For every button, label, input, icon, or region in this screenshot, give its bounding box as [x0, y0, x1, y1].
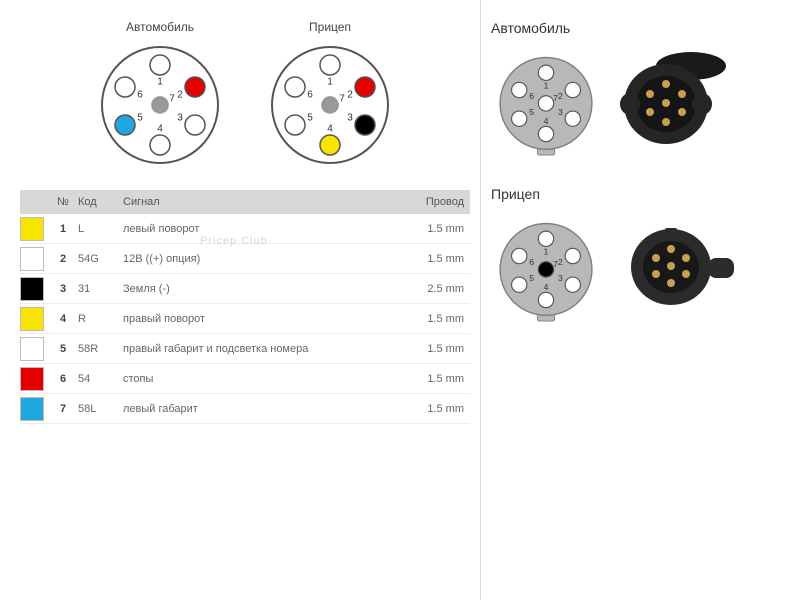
- svg-text:2: 2: [347, 90, 353, 101]
- svg-text:6: 6: [137, 90, 143, 101]
- svg-text:5: 5: [529, 107, 534, 117]
- svg-text:2: 2: [558, 257, 563, 267]
- car-diagram-block: Автомобиль 1 2 3 4 5 6 7: [95, 20, 225, 170]
- car-socket-schematic: 12 345 6 7: [491, 46, 601, 156]
- svg-text:6: 6: [307, 90, 313, 101]
- svg-text:5: 5: [529, 273, 534, 283]
- row-wire: 1.5 mm: [410, 223, 470, 235]
- row-wire: 2.5 mm: [410, 283, 470, 295]
- color-swatch: [20, 217, 44, 241]
- row-code: L: [78, 223, 123, 235]
- svg-text:6: 6: [529, 91, 534, 101]
- row-num: 6: [48, 373, 78, 385]
- row-code: 54: [78, 373, 123, 385]
- row-signal: правый поворот: [123, 313, 410, 325]
- svg-text:3: 3: [558, 107, 563, 117]
- color-swatch: [20, 367, 44, 391]
- svg-text:4: 4: [327, 124, 333, 135]
- trailer-diagram-block: Прицеп 1 2 3 4 5 6 7: [265, 20, 395, 170]
- table-row: 331Земля (-)2.5 mm: [20, 274, 470, 304]
- row-code: 54G: [78, 253, 123, 265]
- table-row: 758Lлевый габарит1.5 mm: [20, 394, 470, 424]
- header-code: Код: [78, 196, 123, 208]
- row-wire: 1.5 mm: [410, 373, 470, 385]
- svg-text:3: 3: [558, 273, 563, 283]
- row-signal: стопы: [123, 373, 410, 385]
- table-header-row: № Код Сигнал Провод: [20, 190, 470, 214]
- right-panel: Автомобиль 1234567: [480, 0, 800, 600]
- row-code: 58L: [78, 403, 123, 415]
- svg-text:7: 7: [553, 259, 558, 269]
- svg-text:2: 2: [558, 91, 563, 101]
- header-wire: Провод: [410, 196, 470, 208]
- svg-text:3: 3: [177, 113, 183, 124]
- header-num: №: [48, 196, 78, 208]
- trailer-plug-schematic: 12 345 6 7: [491, 212, 601, 322]
- row-wire: 1.5 mm: [410, 313, 470, 325]
- row-signal: левый поворот: [123, 223, 410, 235]
- svg-text:1: 1: [544, 80, 549, 90]
- row-wire: 1.5 mm: [410, 343, 470, 355]
- svg-text:2: 2: [177, 90, 183, 101]
- color-swatch: [20, 397, 44, 421]
- svg-text:4: 4: [544, 282, 549, 292]
- svg-text:1: 1: [327, 77, 333, 88]
- row-num: 5: [48, 343, 78, 355]
- svg-text:4: 4: [544, 116, 549, 126]
- header-signal: Сигнал: [123, 196, 410, 208]
- socket-photo: [616, 46, 736, 156]
- car-diagram-title: Автомобиль: [95, 20, 225, 34]
- row-code: 31: [78, 283, 123, 295]
- table-row: 254G12B ((+) опция)1.5 mm: [20, 244, 470, 274]
- trailer-connector-diagram: 1 2 3 4 5 6 7: [265, 40, 395, 170]
- row-signal: левый габарит: [123, 403, 410, 415]
- watermark-text: Pricep Club: [200, 235, 268, 247]
- svg-text:7: 7: [553, 93, 558, 103]
- row-num: 1: [48, 223, 78, 235]
- row-num: 3: [48, 283, 78, 295]
- top-diagrams-row: Автомобиль 1 2 3 4 5 6 7 Прицеп 1 2 3 4 5 6 7: [20, 20, 470, 170]
- row-num: 7: [48, 403, 78, 415]
- row-code: 58R: [78, 343, 123, 355]
- svg-text:4: 4: [157, 124, 163, 135]
- svg-text:1: 1: [544, 246, 549, 256]
- svg-text:5: 5: [307, 113, 313, 124]
- table-row: 4Rправый поворот1.5 mm: [20, 304, 470, 334]
- row-num: 2: [48, 253, 78, 265]
- main-container: Автомобиль 1234567 Прицеп 1234567 Pricep…: [0, 0, 800, 600]
- row-wire: 1.5 mm: [410, 403, 470, 415]
- row-signal: Земля (-): [123, 283, 410, 295]
- svg-text:7: 7: [339, 94, 345, 105]
- table-row: 654стопы1.5 mm: [20, 364, 470, 394]
- row-code: R: [78, 313, 123, 325]
- row-num: 4: [48, 313, 78, 325]
- right-car-block: Автомобиль 12 345 6 7: [491, 20, 790, 156]
- svg-text:6: 6: [529, 257, 534, 267]
- car-connector-diagram: 1 2 3 4 5 6 7: [95, 40, 225, 170]
- row-signal: 12B ((+) опция): [123, 253, 410, 265]
- trailer-diagram-title: Прицеп: [265, 20, 395, 34]
- table-row: 558Rправый габарит и подсветка номера1.5…: [20, 334, 470, 364]
- right-car-title: Автомобиль: [491, 20, 790, 36]
- plug-photo: [616, 212, 736, 322]
- row-wire: 1.5 mm: [410, 253, 470, 265]
- left-panel: Автомобиль 1 2 3 4 5 6 7 Прицеп 1 2 3 4 5 6 7 Pricep…: [0, 0, 480, 600]
- svg-text:1: 1: [157, 77, 163, 88]
- signal-table: № Код Сигнал Провод 1Lлевый поворот1.5 m…: [20, 190, 470, 424]
- svg-text:7: 7: [169, 94, 175, 105]
- color-swatch: [20, 307, 44, 331]
- svg-text:5: 5: [137, 113, 143, 124]
- color-swatch: [20, 247, 44, 271]
- color-swatch: [20, 337, 44, 361]
- color-swatch: [20, 277, 44, 301]
- right-trailer-block: Прицеп 12 345 6 7: [491, 186, 790, 322]
- row-signal: правый габарит и подсветка номера: [123, 343, 410, 355]
- right-trailer-title: Прицеп: [491, 186, 790, 202]
- svg-text:3: 3: [347, 113, 353, 124]
